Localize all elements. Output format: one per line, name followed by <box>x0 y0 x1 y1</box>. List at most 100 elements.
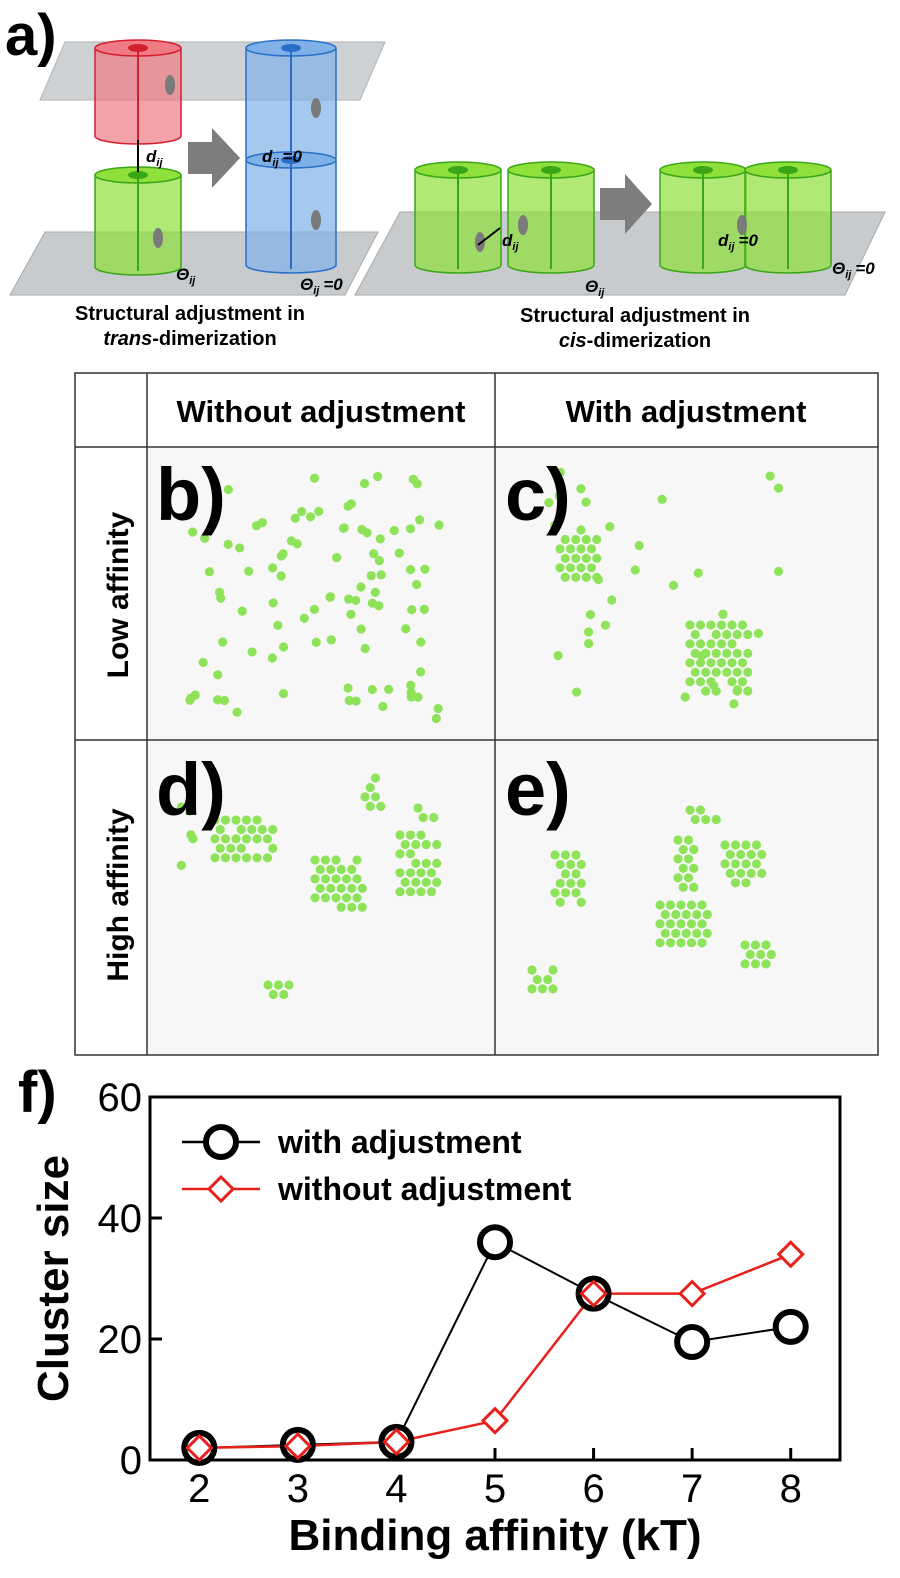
dot <box>176 860 186 870</box>
dot <box>204 567 215 577</box>
dot <box>581 534 591 545</box>
dot <box>560 553 570 563</box>
dot <box>695 677 706 687</box>
dot <box>555 467 565 477</box>
dot <box>660 928 670 938</box>
dot <box>426 868 437 878</box>
dot <box>401 624 411 634</box>
x-tick-label: 7 <box>681 1467 703 1511</box>
dot <box>701 814 711 825</box>
symbol-label: dij =0 <box>262 147 302 169</box>
distance-arrow <box>477 227 501 246</box>
caption: Structural adjustment in <box>75 303 305 325</box>
dot <box>412 579 422 590</box>
dot <box>673 873 683 883</box>
subscript: ij <box>598 287 605 299</box>
dot <box>326 635 336 645</box>
dot <box>235 543 245 553</box>
dot <box>223 539 233 550</box>
symbol: Θ <box>585 277 598 296</box>
dot <box>676 938 686 948</box>
dot <box>421 877 431 887</box>
dot <box>576 859 586 870</box>
cylinder-core <box>128 171 148 179</box>
dot <box>419 604 429 614</box>
equals: =0 <box>323 275 343 294</box>
dot <box>336 883 346 893</box>
dot <box>429 812 439 823</box>
dot <box>231 815 241 825</box>
dot <box>198 657 208 667</box>
dot <box>263 980 273 990</box>
dot <box>655 900 665 910</box>
dot <box>241 834 252 844</box>
dot <box>773 566 784 577</box>
panel-label: e) <box>505 748 571 831</box>
dot <box>761 940 771 950</box>
dot <box>268 843 278 853</box>
x-tick-label: 3 <box>287 1467 309 1511</box>
dot <box>357 902 367 912</box>
dot <box>210 834 220 844</box>
dot <box>554 491 564 501</box>
column-header: Without adjustment <box>176 394 465 429</box>
dot <box>746 868 756 878</box>
dot <box>711 686 721 696</box>
dot <box>689 863 699 873</box>
dot <box>560 888 571 898</box>
dot <box>267 653 277 663</box>
dot <box>581 572 591 582</box>
dot <box>692 928 702 938</box>
dot <box>331 893 341 903</box>
dot <box>186 830 196 840</box>
dot <box>431 713 441 724</box>
subscript: ij <box>512 241 519 253</box>
dot <box>314 506 324 516</box>
dot <box>576 484 586 494</box>
panel-label: b) <box>156 453 226 536</box>
dot <box>305 512 316 522</box>
dot <box>311 637 321 647</box>
dot <box>543 974 553 985</box>
y-tick-label: 40 <box>98 1197 143 1241</box>
dot <box>190 690 200 700</box>
dot <box>346 499 356 509</box>
row-label: Low affinity <box>102 511 135 678</box>
dot <box>351 595 361 606</box>
symbol: Θ <box>832 259 845 278</box>
dot <box>576 544 586 554</box>
dot <box>683 873 694 883</box>
dot <box>681 909 691 920</box>
dot <box>276 551 286 561</box>
dot <box>268 824 278 835</box>
dot <box>374 601 384 611</box>
dot <box>215 824 225 835</box>
dot <box>400 877 410 887</box>
dot <box>605 521 615 532</box>
dot <box>571 553 581 563</box>
dot <box>729 699 739 709</box>
dot <box>405 887 416 897</box>
dot <box>420 564 430 574</box>
dot <box>357 883 367 893</box>
dot <box>236 843 246 853</box>
marker <box>579 1279 608 1308</box>
caption: trans-dimerization <box>103 328 276 350</box>
dot <box>411 858 421 868</box>
dot <box>218 637 228 647</box>
dot <box>630 565 640 575</box>
arrow <box>600 174 652 234</box>
dot <box>660 909 670 920</box>
dot <box>433 703 443 714</box>
dot <box>743 629 753 640</box>
cylinder-core <box>693 166 713 174</box>
dot <box>213 670 223 680</box>
dot <box>736 868 746 878</box>
dot <box>676 919 686 929</box>
dot <box>680 692 690 702</box>
dot <box>373 471 383 482</box>
dot <box>432 877 442 887</box>
dot <box>740 940 750 950</box>
dot <box>220 815 231 825</box>
dot <box>655 919 665 929</box>
